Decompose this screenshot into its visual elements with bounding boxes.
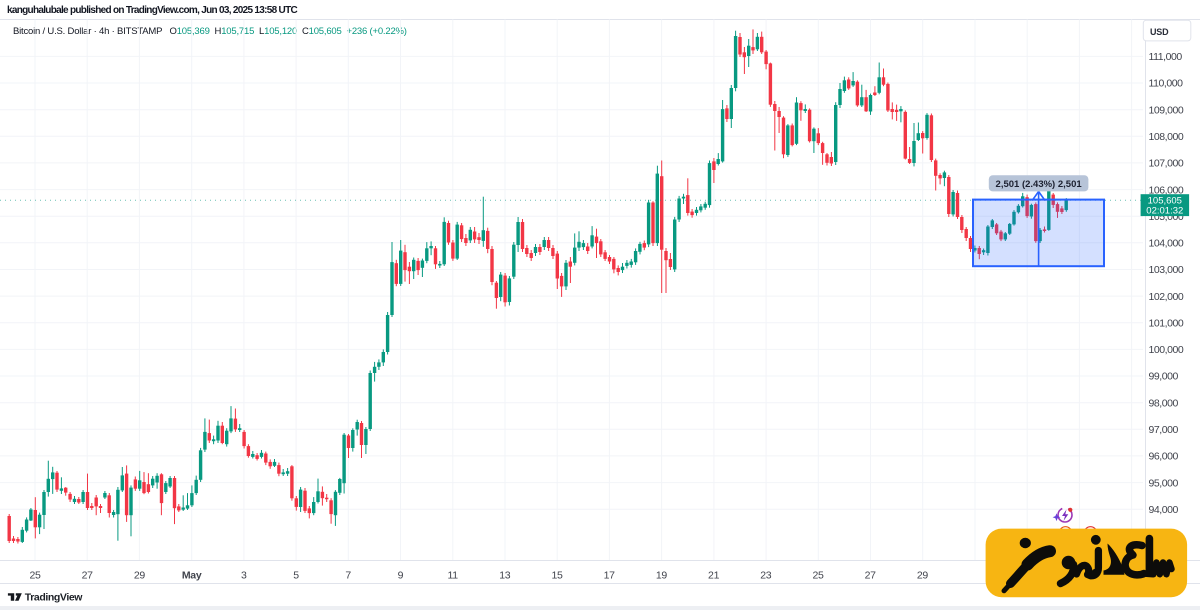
svg-text:11: 11 bbox=[447, 570, 458, 582]
svg-text:15: 15 bbox=[551, 570, 563, 582]
svg-text:102,000: 102,000 bbox=[1149, 291, 1184, 303]
svg-text:27: 27 bbox=[82, 570, 94, 582]
svg-text:99,000: 99,000 bbox=[1149, 371, 1179, 383]
svg-text:109,000: 109,000 bbox=[1149, 104, 1184, 116]
svg-text:27: 27 bbox=[865, 570, 877, 582]
svg-text:9: 9 bbox=[398, 570, 404, 582]
svg-text:USD: USD bbox=[1150, 27, 1169, 37]
svg-text:108,000: 108,000 bbox=[1149, 131, 1184, 143]
svg-text:95,000: 95,000 bbox=[1149, 477, 1179, 489]
svg-text:101,000: 101,000 bbox=[1149, 317, 1184, 329]
svg-text:May: May bbox=[182, 570, 202, 582]
svg-text:96,000: 96,000 bbox=[1149, 451, 1179, 463]
svg-text:103,000: 103,000 bbox=[1149, 264, 1184, 276]
svg-text:29: 29 bbox=[917, 570, 929, 582]
svg-text:104,000: 104,000 bbox=[1149, 238, 1184, 250]
svg-text:21: 21 bbox=[708, 570, 720, 582]
svg-text:105,605: 105,605 bbox=[1148, 196, 1182, 207]
svg-text:97,000: 97,000 bbox=[1149, 424, 1179, 436]
svg-text:7: 7 bbox=[345, 570, 351, 582]
svg-text:3: 3 bbox=[241, 570, 247, 582]
svg-text:94,000: 94,000 bbox=[1149, 504, 1179, 516]
svg-text:23: 23 bbox=[760, 570, 772, 582]
svg-text:5: 5 bbox=[293, 570, 299, 582]
svg-text:106,000: 106,000 bbox=[1149, 184, 1184, 196]
svg-text:2,501 (2.43%) 2,501: 2,501 (2.43%) 2,501 bbox=[996, 179, 1083, 190]
svg-text:25: 25 bbox=[29, 570, 41, 582]
svg-text:98,000: 98,000 bbox=[1149, 397, 1179, 409]
svg-text:17: 17 bbox=[604, 570, 616, 582]
svg-text:100,000: 100,000 bbox=[1149, 344, 1184, 356]
svg-text:110,000: 110,000 bbox=[1149, 78, 1184, 90]
svg-text:19: 19 bbox=[656, 570, 668, 582]
svg-text:111,000: 111,000 bbox=[1149, 51, 1183, 63]
svg-text:29: 29 bbox=[134, 570, 146, 582]
svg-text:02:01:32: 02:01:32 bbox=[1146, 206, 1183, 217]
svg-text:107,000: 107,000 bbox=[1149, 158, 1184, 170]
svg-text:25: 25 bbox=[812, 570, 824, 582]
svg-text:13: 13 bbox=[499, 570, 511, 582]
svg-text:TradingView: TradingView bbox=[25, 592, 83, 604]
